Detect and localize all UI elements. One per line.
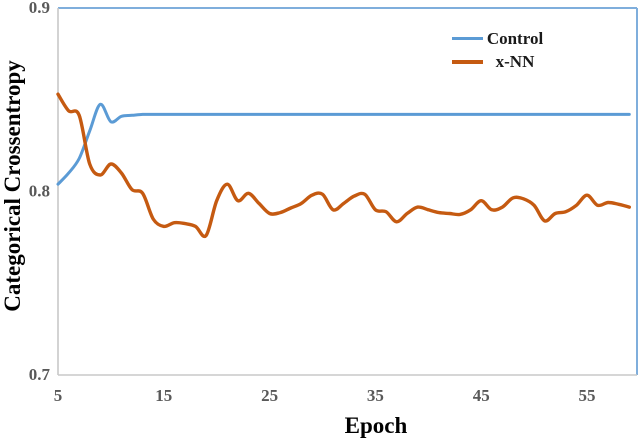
- y-tick-labels: 0.9 0.8 0.7: [29, 0, 51, 384]
- legend-line-control-icon: [452, 37, 483, 40]
- x-tick-label: 15: [155, 386, 172, 405]
- legend-item-xnn: x-NN: [452, 50, 547, 73]
- y-tick-label: 0.7: [29, 365, 51, 384]
- x-tick-labels: 5 15 25 35 45 55: [54, 386, 596, 405]
- x-axis-title: Epoch: [344, 413, 408, 438]
- legend: Control x-NN: [452, 27, 547, 73]
- legend-label-control: Control: [486, 29, 544, 48]
- legend-label-xnn: x-NN: [495, 52, 535, 71]
- legend-item-control: Control: [452, 27, 547, 50]
- series-line-xnn: [56, 92, 631, 239]
- legend-line-xnn-icon: [452, 59, 483, 64]
- y-tick-label: 0.8: [29, 182, 50, 201]
- x-tick-label: 55: [579, 386, 596, 405]
- series-line-control: [56, 102, 631, 186]
- x-tick-label: 45: [473, 386, 490, 405]
- y-tick-label: 0.9: [29, 0, 50, 17]
- x-tick-label: 5: [54, 386, 63, 405]
- x-tick-label: 25: [261, 386, 278, 405]
- x-tick-label: 35: [367, 386, 384, 405]
